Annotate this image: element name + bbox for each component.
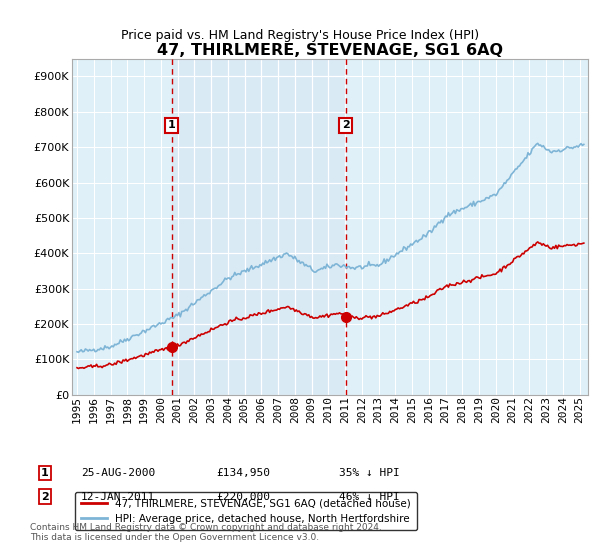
- Text: 2: 2: [41, 492, 49, 502]
- Text: 35% ↓ HPI: 35% ↓ HPI: [339, 468, 400, 478]
- Text: Contains HM Land Registry data © Crown copyright and database right 2024.
This d: Contains HM Land Registry data © Crown c…: [30, 523, 382, 543]
- Bar: [172, 59, 346, 395]
- Text: 2: 2: [342, 120, 350, 130]
- Text: Price paid vs. HM Land Registry's House Price Index (HPI): Price paid vs. HM Land Registry's House …: [121, 29, 479, 42]
- Legend: 47, THIRLMERE, STEVENAGE, SG1 6AQ (detached house), HPI: Average price, detached: 47, THIRLMERE, STEVENAGE, SG1 6AQ (detac…: [74, 492, 417, 530]
- Text: 46% ↓ HPI: 46% ↓ HPI: [339, 492, 400, 502]
- Text: 12-JAN-2011: 12-JAN-2011: [81, 492, 155, 502]
- Text: 1: 1: [168, 120, 176, 130]
- Text: £134,950: £134,950: [216, 468, 270, 478]
- Text: £220,000: £220,000: [216, 492, 270, 502]
- Text: 25-AUG-2000: 25-AUG-2000: [81, 468, 155, 478]
- Title: 47, THIRLMERE, STEVENAGE, SG1 6AQ: 47, THIRLMERE, STEVENAGE, SG1 6AQ: [157, 43, 503, 58]
- Text: 1: 1: [41, 468, 49, 478]
